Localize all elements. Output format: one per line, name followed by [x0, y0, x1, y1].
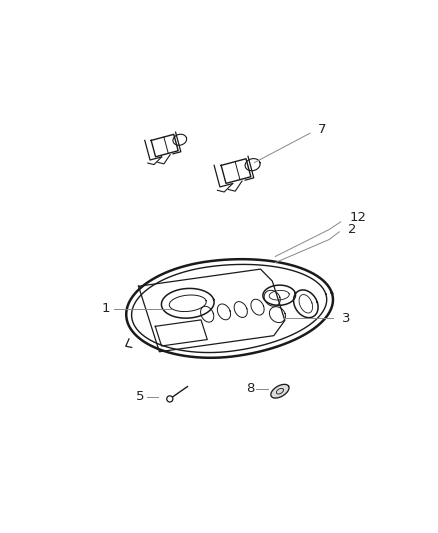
Text: 1: 1: [102, 302, 110, 316]
Circle shape: [167, 396, 173, 402]
Text: 5: 5: [136, 390, 145, 403]
Text: 12: 12: [350, 212, 367, 224]
Polygon shape: [271, 384, 289, 398]
Text: 3: 3: [342, 312, 351, 325]
Text: 8: 8: [246, 382, 254, 395]
Text: 2: 2: [349, 223, 357, 236]
Text: 7: 7: [318, 123, 326, 136]
